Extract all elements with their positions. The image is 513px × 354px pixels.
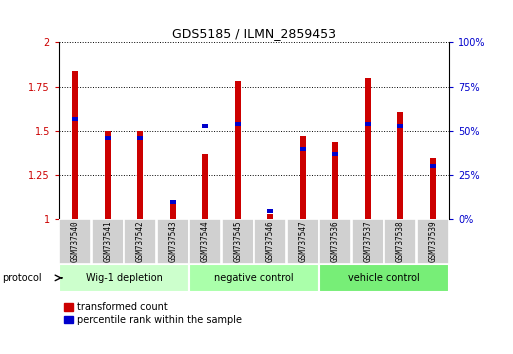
- Bar: [124, 219, 156, 264]
- Bar: [72, 117, 78, 121]
- Bar: [365, 122, 370, 126]
- Bar: [59, 264, 189, 292]
- Title: GDS5185 / ILMN_2859453: GDS5185 / ILMN_2859453: [172, 27, 336, 40]
- Bar: [92, 219, 124, 264]
- Text: GSM737547: GSM737547: [298, 221, 307, 262]
- Bar: [319, 264, 449, 292]
- Bar: [202, 124, 208, 127]
- Text: GSM737545: GSM737545: [233, 221, 242, 262]
- Text: GSM737546: GSM737546: [266, 221, 274, 262]
- Text: Wig-1 depletion: Wig-1 depletion: [86, 273, 163, 283]
- Bar: [137, 131, 143, 219]
- Bar: [397, 124, 403, 127]
- Text: protocol: protocol: [3, 273, 42, 283]
- Bar: [300, 147, 306, 151]
- Bar: [352, 219, 384, 264]
- Bar: [430, 164, 436, 168]
- Text: negative control: negative control: [214, 273, 294, 283]
- Bar: [235, 122, 241, 126]
- Bar: [397, 112, 403, 219]
- Bar: [254, 219, 286, 264]
- Bar: [202, 154, 208, 219]
- Bar: [189, 219, 221, 264]
- Text: GSM737541: GSM737541: [103, 221, 112, 262]
- Bar: [170, 200, 175, 204]
- Bar: [105, 131, 111, 219]
- Text: GSM737536: GSM737536: [331, 221, 340, 262]
- Legend: transformed count, percentile rank within the sample: transformed count, percentile rank withi…: [64, 302, 243, 325]
- Bar: [222, 219, 253, 264]
- Bar: [430, 158, 436, 219]
- Text: GSM737537: GSM737537: [363, 221, 372, 262]
- Bar: [105, 136, 111, 140]
- Text: GSM737540: GSM737540: [71, 221, 80, 262]
- Bar: [267, 214, 273, 219]
- Bar: [287, 219, 319, 264]
- Text: GSM737539: GSM737539: [428, 221, 437, 262]
- Bar: [332, 152, 338, 156]
- Bar: [300, 136, 306, 219]
- Bar: [417, 219, 448, 264]
- Bar: [332, 142, 338, 219]
- Bar: [267, 209, 273, 212]
- Bar: [157, 219, 189, 264]
- Bar: [170, 202, 175, 219]
- Bar: [137, 136, 143, 140]
- Text: GSM737538: GSM737538: [396, 221, 405, 262]
- Bar: [319, 219, 351, 264]
- Text: GSM737543: GSM737543: [168, 221, 177, 262]
- Bar: [60, 219, 91, 264]
- Bar: [72, 71, 78, 219]
- Text: GSM737542: GSM737542: [136, 221, 145, 262]
- Text: GSM737544: GSM737544: [201, 221, 210, 262]
- Bar: [235, 81, 241, 219]
- Bar: [189, 264, 319, 292]
- Bar: [365, 78, 370, 219]
- Text: vehicle control: vehicle control: [348, 273, 420, 283]
- Bar: [384, 219, 416, 264]
